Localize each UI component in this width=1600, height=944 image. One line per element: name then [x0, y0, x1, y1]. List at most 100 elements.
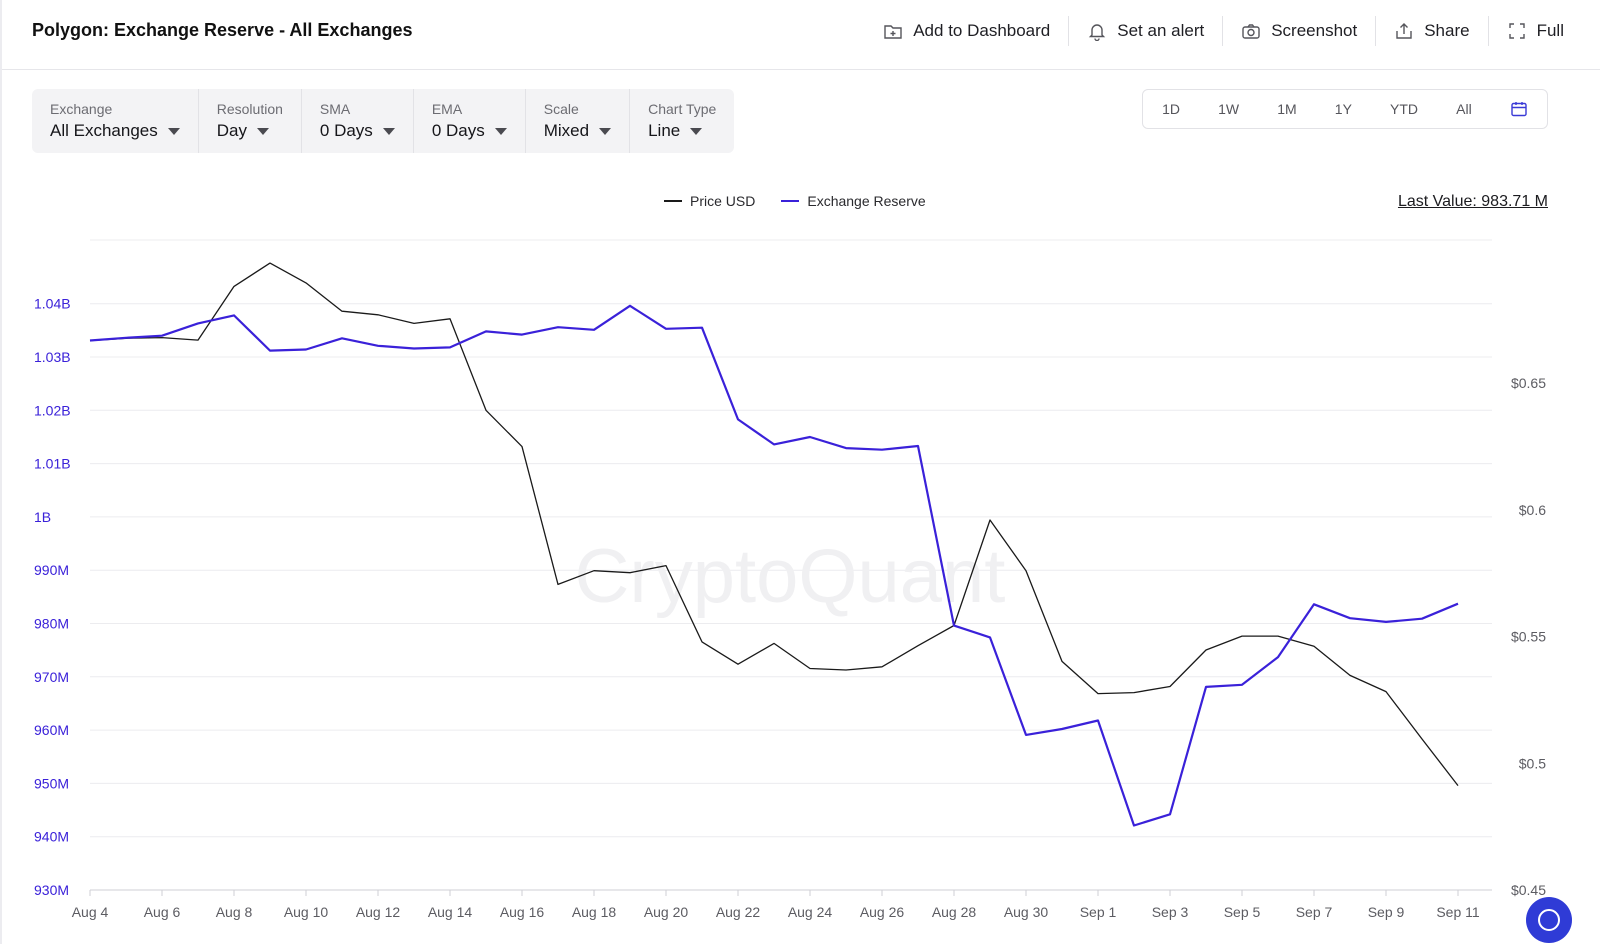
x-tick-label: Aug 16: [500, 904, 545, 920]
sma-select-value: 0 Days: [319, 121, 373, 140]
y-right-tick-label: $0.65: [1511, 375, 1546, 391]
camera-icon: [1242, 24, 1260, 39]
add-to-dashboard-button[interactable]: Add to Dashboard: [865, 13, 1068, 49]
set-alert-button[interactable]: Set an alert: [1069, 13, 1222, 49]
fullscreen-label: Full: [1536, 21, 1564, 40]
action-divider: [1068, 16, 1070, 46]
chart-type-select-label: Chart Type: [648, 101, 717, 117]
resolution-select-label: Resolution: [216, 101, 283, 117]
y-left-tick-label: 930M: [34, 882, 69, 898]
header-actions: Add to Dashboard Set an alert Screenshot…: [865, 0, 1582, 62]
ema-select-label: EMA: [431, 101, 463, 117]
exchange-select[interactable]: Exchange All Exchanges: [32, 89, 199, 153]
y-left-tick-label: 960M: [34, 722, 69, 738]
exchange-select-label: Exchange: [50, 101, 113, 117]
y-left-tick-label: 1.04B: [34, 296, 71, 312]
x-tick-label: Aug 6: [144, 904, 181, 920]
chat-bubble-icon: [1538, 909, 1560, 931]
share-button[interactable]: Share: [1376, 13, 1487, 49]
caret-down-icon: [494, 127, 507, 135]
resolution-select-value: Day: [216, 121, 247, 140]
y-left-tick-label: 1.01B: [34, 456, 71, 472]
y-left-tick-label: 970M: [34, 669, 69, 685]
y-left-tick-label: 1.02B: [34, 402, 71, 418]
screenshot-label: Screenshot: [1271, 21, 1358, 40]
action-divider: [1222, 16, 1224, 46]
y-left-tick-label: 1.03B: [34, 349, 71, 365]
action-divider: [1487, 16, 1489, 46]
scale-select[interactable]: Scale Mixed: [526, 89, 631, 153]
range-all-button[interactable]: All: [1456, 101, 1472, 117]
calendar-button[interactable]: [1504, 96, 1534, 122]
caret-down-icon: [690, 127, 703, 135]
x-tick-label: Aug 22: [716, 904, 761, 920]
left-edge: [0, 0, 2, 944]
y-right-tick-label: $0.5: [1519, 755, 1546, 771]
series-line-exchange-reserve: [89, 304, 1459, 827]
x-tick-label: Aug 10: [284, 904, 329, 920]
ema-select[interactable]: EMA 0 Days: [414, 89, 526, 153]
y-left-tick-label: 1B: [34, 509, 51, 525]
action-divider: [1375, 16, 1377, 46]
y-left-tick-label: 990M: [34, 562, 69, 578]
caret-down-icon: [382, 127, 395, 135]
range-1d-button[interactable]: 1D: [1162, 101, 1180, 117]
legend-label-price: Price USD: [690, 193, 756, 209]
x-tick-label: Aug 4: [72, 904, 109, 920]
x-tick-label: Sep 7: [1296, 904, 1333, 920]
chart-type-select-value: Line: [648, 121, 681, 140]
x-tick-label: Aug 26: [860, 904, 905, 920]
fullscreen-button[interactable]: Full: [1489, 13, 1582, 49]
bell-icon: [1089, 24, 1106, 41]
chart-type-select[interactable]: Chart Type Line: [630, 89, 734, 153]
chart-controls: Exchange All Exchanges Resolution Day SM…: [32, 89, 735, 153]
screenshot-button[interactable]: Screenshot: [1223, 13, 1375, 49]
fullscreen-icon: [1508, 23, 1525, 39]
legend-swatch-reserve: [781, 200, 800, 202]
range-ytd-button[interactable]: YTD: [1390, 101, 1419, 117]
last-value-link[interactable]: Last Value: 983.71 M: [1397, 193, 1548, 210]
scale-select-label: Scale: [543, 101, 579, 117]
page-title: Polygon: Exchange Reserve - All Exchange…: [32, 20, 413, 40]
y-left-tick-label: 980M: [34, 616, 69, 632]
x-tick-label: Aug 18: [572, 904, 617, 920]
chart-legend: Price USD Exchange Reserve: [664, 193, 952, 209]
chart-header: Polygon: Exchange Reserve - All Exchange…: [2, 0, 1600, 70]
caret-down-icon: [167, 127, 180, 135]
x-tick-label: Sep 3: [1152, 904, 1189, 920]
caret-down-icon: [599, 127, 612, 135]
legend-item-reserve[interactable]: Exchange Reserve: [781, 193, 926, 209]
legend-swatch-price: [664, 200, 682, 202]
watermark-logo: CryptoQuant: [575, 534, 1006, 619]
add-to-dashboard-label: Add to Dashboard: [913, 21, 1051, 40]
dashboard-add-icon: [884, 25, 902, 39]
chat-support-button[interactable]: [1526, 897, 1572, 943]
x-tick-label: Aug 8: [216, 904, 253, 920]
share-icon: [1396, 23, 1412, 39]
legend-label-reserve: Exchange Reserve: [807, 193, 926, 209]
sma-select-label: SMA: [319, 101, 351, 117]
exchange-select-value: All Exchanges: [50, 121, 158, 140]
x-tick-label: Aug 30: [1004, 904, 1049, 920]
x-tick-label: Aug 24: [788, 904, 833, 920]
x-tick-label: Aug 20: [644, 904, 689, 920]
y-left-tick-label: 950M: [34, 775, 69, 791]
y-right-tick-label: $0.6: [1519, 502, 1546, 518]
y-right-tick-label: $0.55: [1511, 629, 1546, 645]
scale-select-value: Mixed: [543, 121, 590, 140]
range-1y-button[interactable]: 1Y: [1334, 101, 1352, 117]
calendar-icon: [1511, 102, 1527, 117]
x-tick-label: Sep 1: [1080, 904, 1117, 920]
legend-item-price[interactable]: Price USD: [664, 193, 755, 209]
range-1w-button[interactable]: 1W: [1218, 101, 1240, 117]
resolution-select[interactable]: Resolution Day: [199, 89, 302, 153]
series-line-price-usd: [89, 262, 1459, 786]
y-right-tick-label: $0.45: [1511, 882, 1546, 898]
range-1m-button[interactable]: 1M: [1277, 101, 1297, 117]
caret-down-icon: [256, 127, 269, 135]
time-range-selector: 1D 1W 1M 1Y YTD All: [1142, 89, 1548, 129]
x-tick-label: Sep 5: [1224, 904, 1261, 920]
sma-select[interactable]: SMA 0 Days: [302, 89, 414, 153]
set-alert-label: Set an alert: [1117, 21, 1205, 40]
